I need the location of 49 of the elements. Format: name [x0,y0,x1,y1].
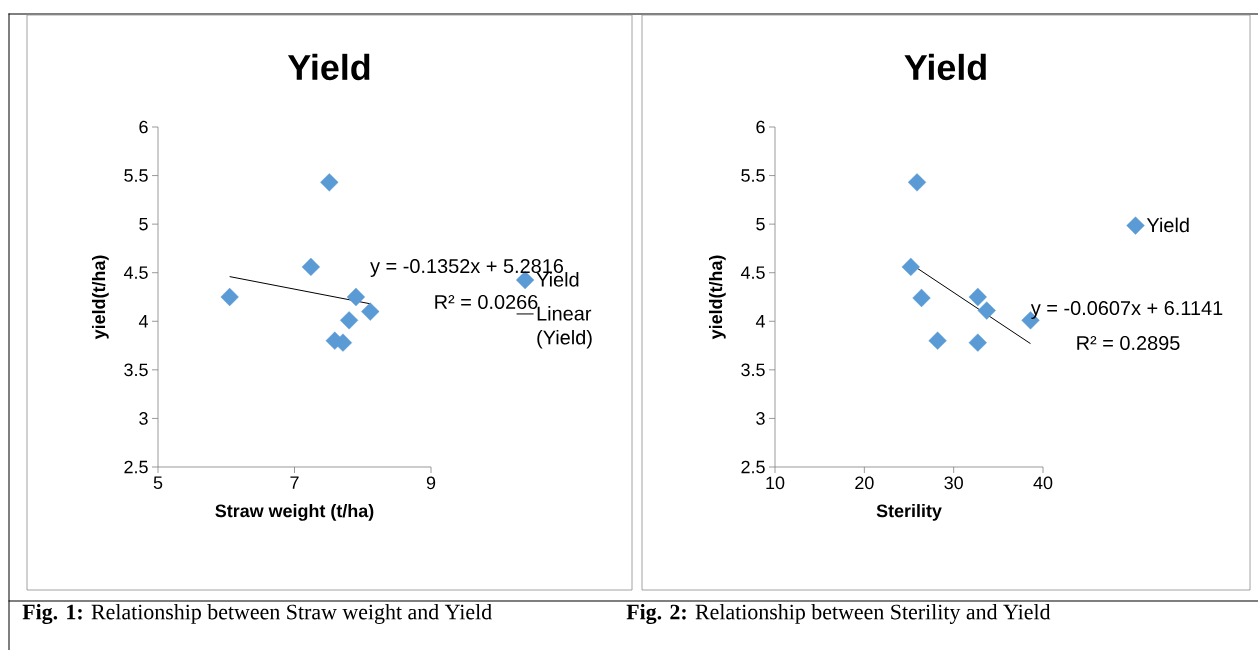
y-tick-label: 4.5 [123,266,148,279]
y-tick-label: 2.5 [741,460,765,474]
point [912,288,931,308]
point [220,287,239,307]
y-tick-label: 6 [139,120,148,134]
point [968,333,987,352]
text: R² = 0.2895 [1077,335,1180,351]
y-tick-label: 3.5 [124,363,148,377]
point [340,311,359,330]
x-axis-title: Straw weight (t/ha) [215,504,374,521]
legend-label: Yield [1146,217,1189,233]
x-tick-label: 10 [766,476,785,490]
y-tick-label: 4 [755,315,765,328]
point [928,331,947,350]
text: Fig. 2: Relationship between Sterility and Yield [626,603,1051,625]
y-axis-title: yield(t/ha) [91,255,109,340]
y-tick-label: 3 [756,412,765,425]
point [320,173,339,192]
y-tick-label: 5.5 [124,169,148,182]
y-tick-label: 3.5 [741,363,765,377]
point [901,257,920,276]
y-tick-label: 6 [756,120,765,134]
x-tick-label: 40 [1033,476,1053,490]
y-tick-label: 3 [139,412,148,425]
point [907,173,927,192]
x-tick-label: 20 [855,476,874,490]
point [977,301,996,320]
chart-title: Yield [904,53,986,81]
x-axis-title: Sterility [876,504,942,521]
chart-title: Yield [287,53,370,81]
x-tick-label: 7 [290,476,299,489]
y-tick-label: 5.5 [741,169,765,182]
point [301,257,320,276]
y-tick-label: 4 [138,315,148,328]
y-tick-label: 4.5 [740,266,765,279]
point [346,287,366,307]
y-tick-label: 2.5 [124,460,148,474]
x-tick-label: 5 [153,476,163,490]
x-tick-label: 9 [426,476,436,490]
annotation: y = -0.0607x + 6.1141 [1030,300,1223,320]
text: Fig. 1: Relationship between Straw weight and Yield [22,603,492,625]
x-tick-label: 30 [944,476,963,490]
y-axis-title: yield(t/ha) [709,255,726,340]
y-tick-label: 5 [139,217,148,231]
text: R² = 0.0266 [435,294,538,310]
point [361,302,380,321]
y-tick-label: 5 [756,217,765,231]
legend-label: Linear (Yield) [537,305,592,349]
point [968,287,987,307]
